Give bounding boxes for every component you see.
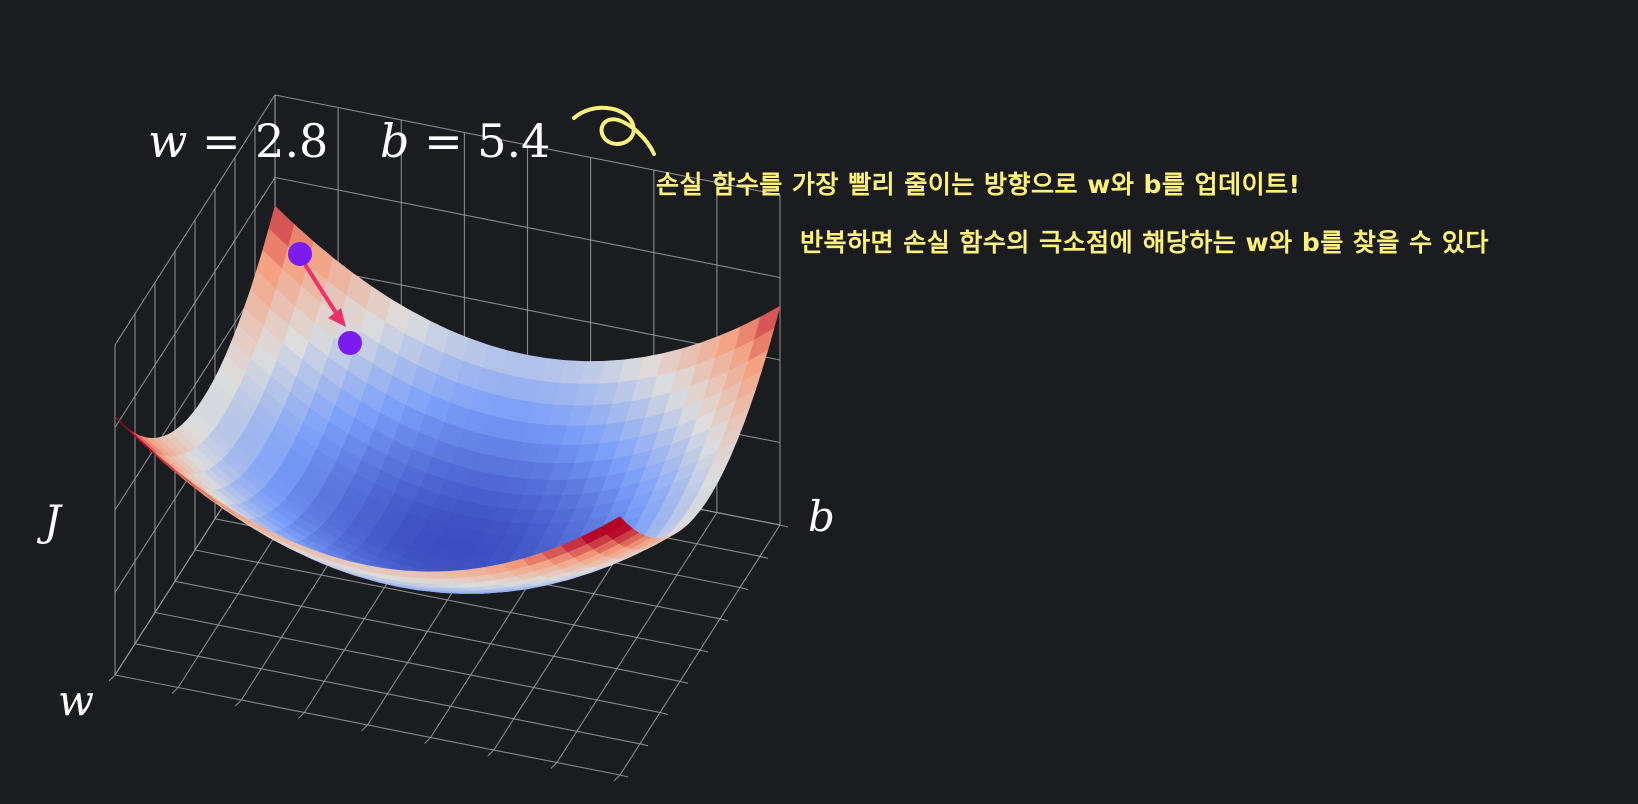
back-wall-grid-line (274, 176, 781, 279)
tick-mark (424, 737, 431, 744)
tick-mark (234, 699, 242, 707)
annotation-update: 손실 함수를 가장 빨리 줄이는 방향으로 w와 b를 업데이트! (656, 170, 1301, 199)
w-symbol: w (148, 114, 188, 168)
tick-mark (171, 687, 179, 694)
floor-grid-line (194, 549, 701, 651)
tick-mark (739, 586, 749, 591)
left-wall-grid-line (114, 94, 276, 346)
back-wall-grid-line (274, 259, 781, 361)
z-axis-label: J (44, 496, 61, 545)
b-symbol: b (380, 114, 410, 168)
next-point (338, 331, 362, 355)
swirl-doodle (572, 105, 656, 156)
tick-mark (487, 749, 495, 757)
gradient-step-arrow (304, 264, 340, 318)
tick-mark (639, 743, 649, 747)
tick-mark (361, 724, 368, 732)
w-value: 2.8 (255, 114, 329, 168)
left-wall-grid-line (114, 177, 276, 428)
tick-mark (759, 555, 769, 559)
tick-mark (613, 774, 621, 782)
b-value-display: b = 5.4 (380, 118, 550, 164)
gradient-step-arrowhead (328, 308, 346, 327)
annotation-minimum: 반복하면 손실 함수의 극소점에 해당하는 w와 b를 찾을 수 있다 (800, 228, 1489, 257)
tick-mark (779, 524, 789, 528)
w-equals: = (187, 114, 256, 168)
tick-mark (550, 762, 558, 769)
tick-mark (108, 674, 116, 682)
w-value-display: w = 2.8 (148, 118, 328, 164)
y-axis-label: b (808, 492, 835, 541)
back-wall-grid-line (274, 94, 781, 196)
b-equals: = (409, 114, 478, 168)
tick-mark (298, 712, 305, 719)
current-point (288, 242, 312, 266)
loss-surface (114, 205, 781, 594)
b-value: 5.4 (477, 114, 551, 168)
x-axis-label: w (58, 676, 94, 725)
tick-mark (719, 618, 729, 622)
tick-mark (699, 649, 709, 653)
gradient-step-overlay (288, 105, 656, 355)
tick-mark (659, 711, 669, 716)
surface-patch (600, 516, 627, 535)
tick-mark (619, 774, 629, 778)
tick-mark (679, 680, 689, 684)
